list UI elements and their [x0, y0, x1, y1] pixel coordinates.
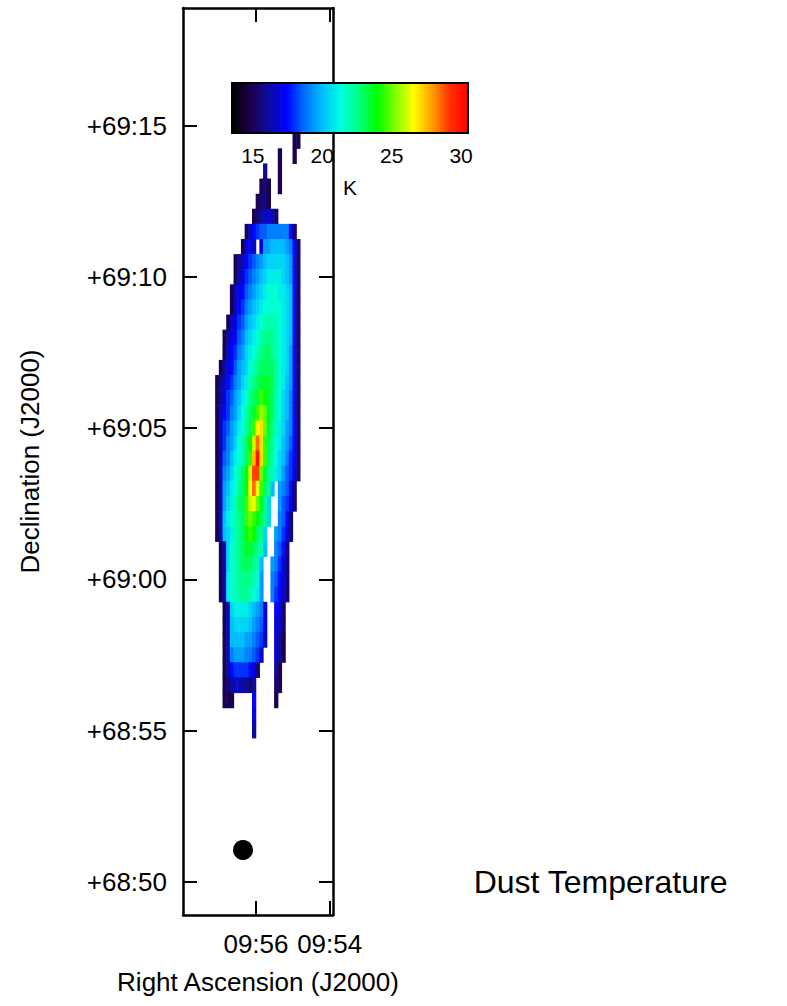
svg-text:+69:15: +69:15 [87, 111, 167, 141]
svg-text:09:54: 09:54 [297, 929, 362, 959]
svg-text:Dust Temperature: Dust Temperature [474, 864, 728, 900]
svg-text:+69:10: +69:10 [87, 262, 167, 292]
svg-text:+68:55: +68:55 [87, 716, 167, 746]
svg-text:15: 15 [241, 144, 264, 167]
svg-text:09:56: 09:56 [223, 929, 288, 959]
svg-text:30: 30 [449, 144, 472, 167]
svg-text:+69:00: +69:00 [87, 564, 167, 594]
svg-text:25: 25 [380, 144, 403, 167]
svg-text:+68:50: +68:50 [87, 867, 167, 897]
svg-text:Right Ascension (J2000): Right Ascension (J2000) [117, 967, 399, 997]
svg-text:20: 20 [311, 144, 334, 167]
svg-text:K: K [343, 176, 357, 199]
svg-text:Declination (J2000): Declination (J2000) [15, 349, 45, 573]
svg-text:+69:05: +69:05 [87, 413, 167, 443]
